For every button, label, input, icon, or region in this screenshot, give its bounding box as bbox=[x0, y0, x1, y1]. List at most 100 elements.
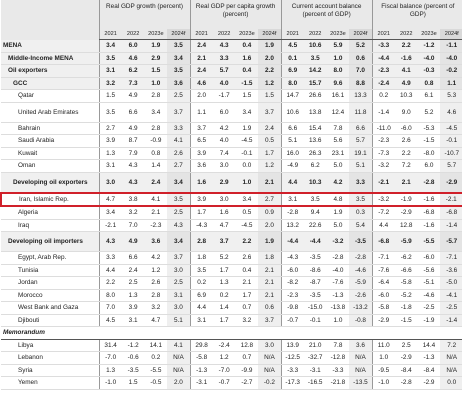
data-row: United Arab Emirates 3.5 6.6 3.4 3.7 1.1 6.0 3.… bbox=[1, 102, 462, 123]
cell-value: -2.3 bbox=[371, 64, 395, 78]
cell-value: 4.8 bbox=[326, 191, 350, 207]
cell-value: 5.7 bbox=[349, 134, 373, 148]
cell-value: 4.3 bbox=[98, 231, 122, 252]
cell-value: -13.2 bbox=[349, 301, 373, 315]
cell-value: 7.9 bbox=[121, 147, 145, 160]
cell-value: 7.0 bbox=[98, 301, 122, 315]
cell-value: -3.3 bbox=[371, 39, 395, 53]
cell-value: 2.5 bbox=[167, 89, 191, 103]
cell-value: 2.1 bbox=[394, 172, 418, 193]
cell-value: 1.0 bbox=[235, 172, 259, 193]
cell-value: 4.2 bbox=[144, 251, 168, 265]
cell-value: 2.8 bbox=[144, 289, 168, 302]
cell-value: 3.4 bbox=[98, 39, 122, 53]
cell-value: 3.3 bbox=[98, 251, 122, 265]
cell-value: 3.7 bbox=[258, 102, 282, 123]
cell-value: 0.6 bbox=[258, 301, 282, 315]
cell-value: -6.0 bbox=[394, 122, 418, 135]
cell-value: 3.4 bbox=[167, 52, 191, 65]
cell-value: -0.7 bbox=[280, 314, 304, 327]
year-header: 2023e bbox=[417, 29, 441, 40]
cell-value: 3.4 bbox=[235, 102, 259, 123]
cell-value: 1.6 bbox=[189, 172, 213, 193]
cell-value: -16.5 bbox=[303, 376, 327, 390]
cell-value: 5.0 bbox=[326, 219, 350, 232]
cell-value: -3.5 bbox=[303, 251, 327, 265]
cell-value: -4.9 bbox=[280, 159, 304, 173]
cell-value: 2.0 bbox=[167, 376, 191, 390]
cell-value: -3.5 bbox=[121, 364, 145, 377]
cell-value: 0.8 bbox=[417, 77, 441, 90]
cell-value: 5.1 bbox=[167, 314, 191, 327]
cell-value: 2.7 bbox=[98, 122, 122, 135]
cell-value: 7.2 bbox=[394, 159, 418, 173]
row-label: Tunisia bbox=[1, 264, 99, 277]
cell-value: 3.5 bbox=[349, 191, 373, 207]
data-row: Libya 31.4 -1.2 14.1 4.1 29.8 -2.4 12.8 3.0 13.9 2… bbox=[1, 339, 462, 352]
cell-value: 1.7 bbox=[235, 289, 259, 302]
cell-value: -1.1 bbox=[440, 39, 462, 53]
cell-value: 2.1 bbox=[258, 264, 282, 277]
cell-value: 4.2 bbox=[212, 122, 236, 135]
cell-value: 16.0 bbox=[280, 147, 304, 160]
cell-value: 0.2 bbox=[189, 276, 213, 290]
row-label: Libya bbox=[1, 339, 99, 352]
cell-value: 7.3 bbox=[121, 77, 145, 90]
cell-value: -4.0 bbox=[417, 52, 441, 65]
year-header: 2024f bbox=[349, 29, 373, 40]
cell-value: -6.6 bbox=[394, 264, 418, 277]
cell-value: 3.5 bbox=[98, 102, 122, 123]
cell-value: N/A bbox=[440, 351, 462, 365]
cell-value: 9.0 bbox=[394, 102, 418, 123]
cell-value: 4.7 bbox=[144, 314, 168, 327]
cell-value: 4.5 bbox=[280, 39, 304, 53]
cell-value: -2.1 bbox=[440, 191, 462, 207]
cell-value: 3.6 bbox=[167, 77, 191, 90]
cell-value: 0.8 bbox=[144, 147, 168, 160]
cell-value: -0.1 bbox=[235, 147, 259, 160]
section-row: Memorandum bbox=[1, 326, 462, 340]
cell-value: -0.2 bbox=[440, 64, 462, 78]
cell-value: -1.6 bbox=[394, 52, 418, 65]
cell-value: -1.5 bbox=[394, 314, 418, 327]
cell-value: 1.5 bbox=[258, 89, 282, 103]
cell-value: 3.5 bbox=[189, 264, 213, 277]
year-header: 2023e bbox=[326, 29, 350, 40]
row-label: Jordan bbox=[1, 276, 99, 290]
cell-value: 4.9 bbox=[121, 122, 145, 135]
cell-value: N/A bbox=[440, 364, 462, 377]
cell-value: -3.3 bbox=[280, 364, 304, 377]
cell-value: 4.4 bbox=[280, 172, 304, 193]
cell-value: 13.6 bbox=[303, 134, 327, 148]
cell-value: 3.2 bbox=[235, 314, 259, 327]
cell-value: 3.1 bbox=[167, 289, 191, 302]
cell-value: 11.8 bbox=[349, 102, 373, 123]
cell-value: 2.8 bbox=[189, 231, 213, 252]
row-label: Oil exporters bbox=[1, 64, 99, 78]
row-label: MENA bbox=[1, 39, 99, 53]
cell-value: -21.8 bbox=[326, 376, 350, 390]
cell-value: 3.7 bbox=[167, 251, 191, 265]
cell-value: 0.1 bbox=[280, 52, 304, 65]
row-label: Saudi Arabia bbox=[1, 134, 99, 148]
cell-value: 5.1 bbox=[349, 159, 373, 173]
cell-value: -4.4 bbox=[371, 52, 395, 65]
cell-value: -15.0 bbox=[303, 301, 327, 315]
cell-value: 6.6 bbox=[121, 102, 145, 123]
cell-value: 13.9 bbox=[280, 339, 304, 352]
cell-value: -4.5 bbox=[235, 134, 259, 148]
cell-value: 0.4 bbox=[235, 264, 259, 277]
cell-value: -4.3 bbox=[189, 219, 213, 232]
data-row: Bahrain 2.7 4.9 2.8 3.3 3.7 4.2 1.9 2.4 6.6 15.4 7.… bbox=[1, 122, 462, 135]
cell-value: -3.1 bbox=[189, 376, 213, 390]
cell-value: -13.5 bbox=[349, 376, 373, 390]
cell-value: 4.4 bbox=[189, 301, 213, 315]
cell-value: 3.7 bbox=[258, 314, 282, 327]
cell-value: -7.6 bbox=[326, 276, 350, 290]
cell-value: 7.8 bbox=[326, 339, 350, 352]
row-label: West Bank and Gaza bbox=[1, 301, 99, 315]
cell-value: N/A bbox=[349, 351, 373, 365]
cell-value: -5.2 bbox=[394, 289, 418, 302]
cell-value: 2.2 bbox=[98, 276, 122, 290]
